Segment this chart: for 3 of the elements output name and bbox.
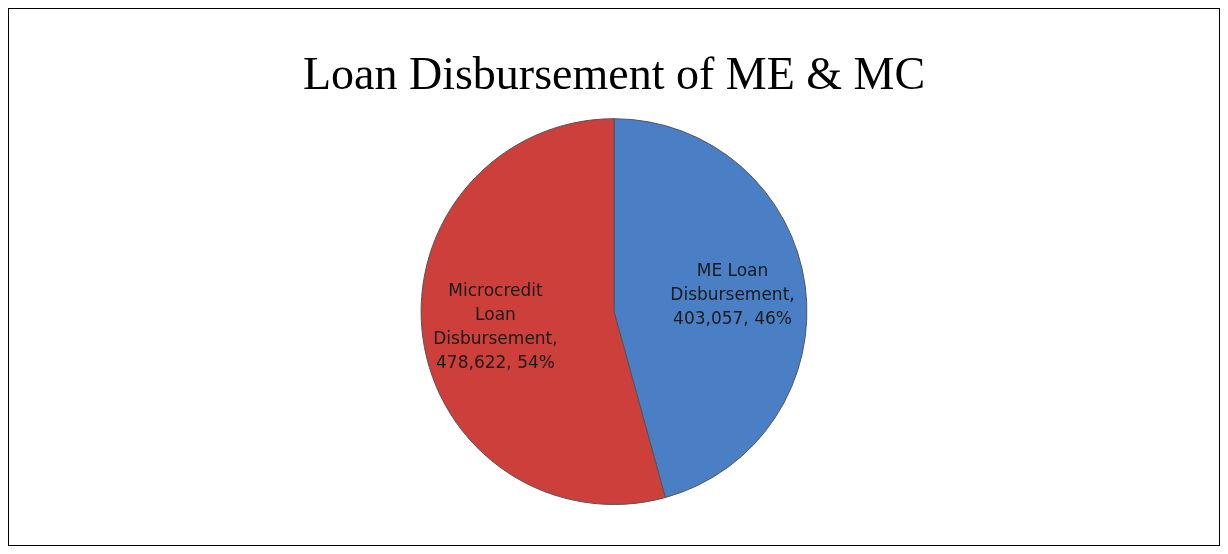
slice-label: Microcredit Loan Disbursement, 478,622, 54% [433,280,558,373]
chart-title: Loan Disbursement of ME & MC [302,47,926,99]
slice-label: ME Loan Disbursement, 403,057, 46% [670,259,795,328]
